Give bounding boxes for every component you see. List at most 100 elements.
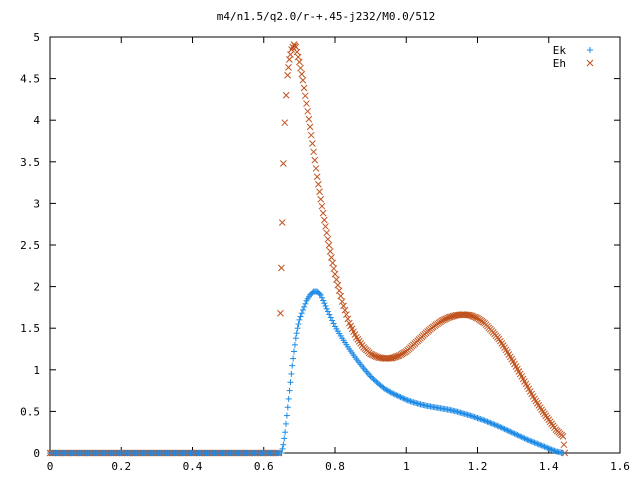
data-point xyxy=(282,91,290,99)
marker-stroke xyxy=(306,123,314,131)
marker-stroke xyxy=(499,342,507,349)
marker-stroke xyxy=(350,328,357,336)
data-point xyxy=(331,270,339,278)
data-point xyxy=(323,305,330,312)
data-point xyxy=(289,362,296,369)
marker-stroke xyxy=(316,188,323,196)
data-point xyxy=(540,443,547,450)
data-point xyxy=(330,265,338,272)
x-tick-label: 0.8 xyxy=(325,460,345,473)
data-point xyxy=(497,424,504,431)
marker-stroke xyxy=(312,165,320,172)
marker-stroke xyxy=(325,241,333,249)
marker-stroke xyxy=(511,360,518,368)
marker-stroke xyxy=(465,311,473,319)
marker-stroke xyxy=(368,351,376,359)
data-point xyxy=(367,373,374,380)
marker-stroke xyxy=(471,313,479,321)
data-point xyxy=(504,427,511,434)
data-point xyxy=(287,379,294,386)
marker-stroke xyxy=(536,404,544,411)
marker-stroke xyxy=(304,107,312,115)
data-point xyxy=(320,297,327,304)
x-tick-label: 1 xyxy=(403,460,410,473)
data-point xyxy=(326,248,334,255)
data-point xyxy=(301,303,308,310)
data-point xyxy=(297,64,304,72)
marker-stroke xyxy=(331,270,339,278)
marker-stroke xyxy=(294,53,302,61)
data-point xyxy=(369,374,376,381)
data-point xyxy=(291,341,298,348)
data-point xyxy=(491,421,498,428)
data-point xyxy=(281,119,289,127)
data-point xyxy=(488,420,495,427)
marker-stroke xyxy=(496,337,504,345)
marker-stroke xyxy=(338,298,346,305)
data-point xyxy=(505,428,512,435)
data-point xyxy=(302,300,309,307)
data-point xyxy=(304,107,312,115)
data-point xyxy=(301,92,309,100)
marker-stroke xyxy=(282,91,290,99)
data-point xyxy=(303,100,310,107)
data-point xyxy=(315,180,322,188)
marker-stroke xyxy=(313,173,321,181)
marker-stroke xyxy=(345,319,353,327)
y-tick-label: 5 xyxy=(33,31,40,44)
marker-stroke xyxy=(296,58,303,66)
data-point xyxy=(511,430,518,437)
data-point xyxy=(515,432,522,439)
data-point xyxy=(279,445,286,452)
marker-stroke xyxy=(518,373,526,380)
data-point xyxy=(300,84,308,92)
data-point xyxy=(282,429,289,436)
marker-stroke xyxy=(522,380,530,388)
marker-stroke xyxy=(311,156,319,164)
data-point xyxy=(522,436,529,443)
data-point xyxy=(328,254,335,261)
data-point xyxy=(316,188,323,196)
chart-title: m4/n1.5/q2.0/r-+.45-j232/M0.0/512 xyxy=(217,10,436,23)
data-point xyxy=(390,390,397,397)
data-point xyxy=(394,392,401,399)
marker-stroke xyxy=(328,254,335,261)
marker-stroke xyxy=(351,331,359,338)
data-point xyxy=(278,264,285,272)
data-point xyxy=(330,320,337,327)
data-point xyxy=(343,311,350,318)
marker-stroke xyxy=(309,140,316,147)
marker-stroke xyxy=(333,276,340,283)
data-point xyxy=(281,435,288,442)
data-point xyxy=(278,219,286,226)
data-point xyxy=(510,430,517,437)
data-point xyxy=(503,426,509,433)
marker-stroke xyxy=(519,375,527,383)
data-point xyxy=(285,64,292,71)
marker-stroke xyxy=(315,180,322,188)
marker-stroke xyxy=(526,388,534,395)
y-tick-label: 2 xyxy=(33,281,40,294)
y-tick-label: 2.5 xyxy=(20,239,40,252)
marker-stroke xyxy=(506,353,514,361)
data-point xyxy=(290,355,297,362)
data-point xyxy=(370,376,377,383)
data-point xyxy=(329,259,336,267)
data-point xyxy=(325,241,333,249)
marker-stroke xyxy=(278,264,285,272)
marker-stroke xyxy=(277,309,284,317)
data-point xyxy=(560,450,566,456)
marker-stroke xyxy=(586,59,594,67)
y-tick-label: 3 xyxy=(33,197,40,210)
marker-stroke xyxy=(512,363,520,370)
marker-stroke xyxy=(367,350,374,358)
marker-stroke xyxy=(385,354,393,362)
legend-marker xyxy=(587,47,593,53)
marker-stroke xyxy=(340,302,347,310)
marker-stroke xyxy=(528,390,536,398)
data-point xyxy=(335,287,343,294)
marker-stroke xyxy=(370,351,377,359)
data-point xyxy=(528,438,535,445)
x-tick-label: 0 xyxy=(47,460,54,473)
